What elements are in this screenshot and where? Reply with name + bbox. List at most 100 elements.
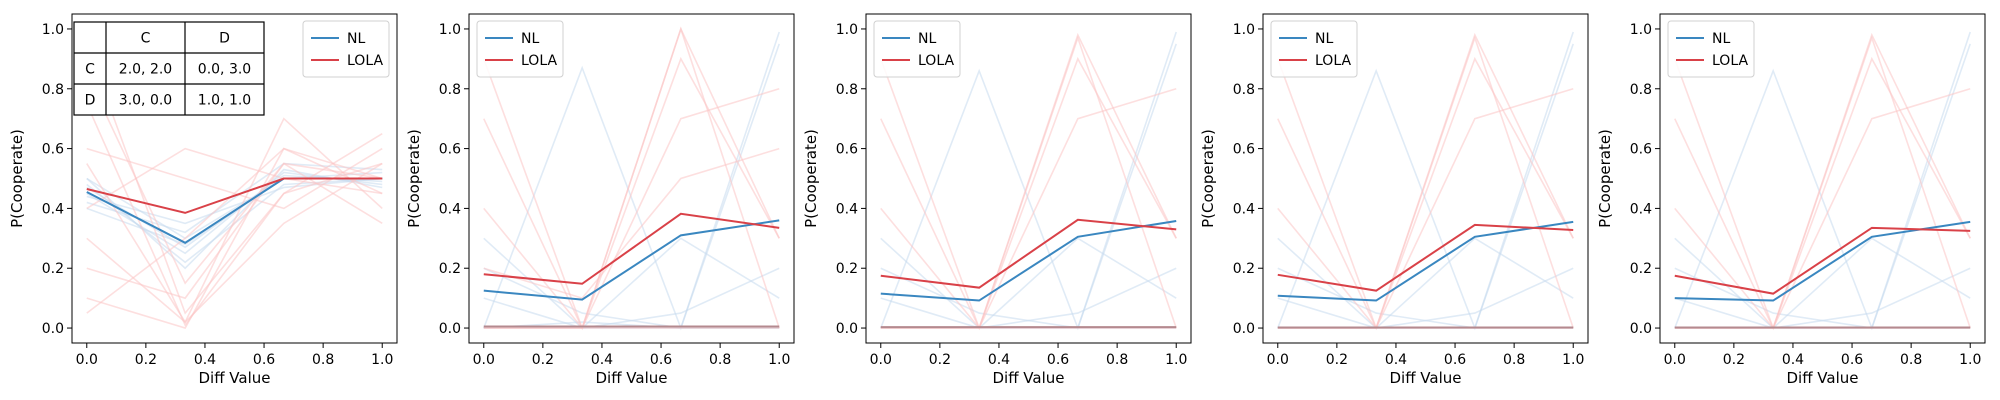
chart-panel-3: 0.0 0.2 0.4 0.6 0.8 1.0 0.0 0.2 0.4 0.6 0.8 1.0 Diff… (802, 13, 1192, 387)
faint-line-lola-8 (86, 162, 383, 324)
y-tick-label: 0.2 (1233, 261, 1255, 277)
y-axis-label: P(Cooperate) (405, 129, 423, 228)
x-tick-label: 0.6 (253, 352, 275, 368)
lola-mean-line (86, 177, 383, 214)
x-tick-label: 0.6 (650, 352, 672, 368)
legend-label-nl: NL (521, 31, 539, 47)
y-tick-label: 0.0 (42, 321, 64, 337)
x-tick-label: 1.0 (371, 352, 393, 368)
table-row-header: C (85, 62, 95, 78)
legend-label-nl: NL (1315, 31, 1333, 47)
x-tick-label: 1.0 (1959, 352, 1981, 368)
faint-line-nl-4 (483, 267, 780, 329)
x-tick-label: 1.0 (1165, 352, 1187, 368)
x-axis-label: Diff Value (992, 369, 1064, 387)
x-tick-label: 0.2 (1723, 352, 1745, 368)
chart-panel-4: 0.0 0.2 0.4 0.6 0.8 1.0 0.0 0.2 0.4 0.6 0.8 1.0 Diff… (1199, 13, 1589, 387)
x-tick-label: 0.4 (988, 352, 1010, 368)
y-tick-label: 1.0 (1630, 22, 1652, 38)
table-col-header: D (219, 31, 230, 47)
y-tick-label: 1.0 (439, 22, 461, 38)
x-tick-label: 0.4 (1782, 352, 1804, 368)
lola-mean-line (1277, 223, 1574, 292)
faint-line-lola-4 (483, 58, 780, 329)
y-tick-label: 0.6 (1630, 142, 1652, 158)
faint-line-lola-5 (86, 162, 383, 300)
x-tick-label: 0.4 (194, 352, 216, 368)
plot-frame (1659, 13, 1986, 344)
legend-label-nl: NL (918, 31, 936, 47)
y-tick-label: 1.0 (836, 22, 858, 38)
x-tick-label: 0.4 (1385, 352, 1407, 368)
x-tick-label: 0.8 (1106, 352, 1128, 368)
legend-label-nl: NL (1712, 31, 1730, 47)
faint-line-lola-3 (1277, 88, 1574, 330)
y-tick-label: 0.8 (836, 82, 858, 98)
faint-line-nl-4 (1674, 267, 1971, 329)
plot-frame (865, 13, 1192, 344)
faint-line-nl-4 (880, 267, 1177, 329)
lola-mean-line (1674, 226, 1971, 295)
x-tick-label: 0.4 (591, 352, 613, 368)
legend: NL LOLA (1270, 20, 1358, 78)
y-axis-label: P(Cooperate) (1199, 129, 1217, 228)
chart-panel-5: 0.0 0.2 0.4 0.6 0.8 1.0 0.0 0.2 0.4 0.6 0.8 1.0 Diff… (1596, 13, 1986, 387)
y-axis-label: P(Cooperate) (8, 129, 26, 228)
faint-line-nl-7 (86, 177, 383, 225)
y-tick-label: 0.0 (1233, 321, 1255, 337)
x-tick-label: 0.0 (870, 352, 892, 368)
legend-label-lola: LOLA (347, 53, 383, 69)
y-tick-label: 0.8 (439, 82, 461, 98)
faint-line-nl-5 (1674, 237, 1971, 329)
y-tick-label: 0.0 (1630, 321, 1652, 337)
faint-line-nl-2 (1674, 43, 1971, 329)
legend-box (1270, 20, 1358, 78)
legend-label-lola: LOLA (1315, 53, 1351, 69)
x-tick-label: 0.8 (1503, 352, 1525, 368)
faint-line-nl-2 (880, 43, 1177, 329)
faint-line-lola-3 (483, 88, 780, 330)
chart-panel-2: 0.0 0.2 0.4 0.6 0.8 1.0 0.0 0.2 0.4 0.6 0.8 1.0 Diff… (405, 13, 795, 387)
y-tick-label: 1.0 (42, 22, 64, 38)
faint-line-nl-3 (880, 267, 1177, 329)
faint-line-lola-2 (880, 35, 1177, 329)
lola-mean-line (880, 218, 1177, 289)
faint-line-lola-7 (86, 147, 383, 314)
faint-line-nl-5 (483, 237, 780, 329)
payoff-table: C DC 2.0, 2.0 0.0, 3.0D 3.0, 0.0 1.0, 1.0 (73, 21, 265, 116)
faint-line-lola-3 (880, 88, 1177, 330)
table-cell: 1.0, 1.0 (198, 93, 251, 109)
x-tick-label: 0.6 (1444, 352, 1466, 368)
x-tick-label: 0.8 (1900, 352, 1922, 368)
legend: NL LOLA (873, 20, 961, 78)
faint-line-nl-1 (1674, 31, 1971, 331)
x-axis-label: Diff Value (198, 369, 270, 387)
x-tick-label: 1.0 (1562, 352, 1584, 368)
table-cell: 0.0, 3.0 (198, 62, 251, 78)
legend-box (1667, 20, 1755, 78)
x-tick-label: 0.2 (929, 352, 951, 368)
y-tick-label: 0.6 (1233, 142, 1255, 158)
y-tick-label: 0.2 (836, 261, 858, 277)
y-axis-label: P(Cooperate) (802, 129, 820, 228)
legend-label-lola: LOLA (1712, 53, 1748, 69)
faint-line-nl-5 (880, 237, 1177, 329)
nl-mean-line (86, 177, 383, 244)
faint-line-lola-3 (1674, 88, 1971, 330)
y-tick-label: 0.2 (42, 261, 64, 277)
faint-line-nl-2 (86, 171, 383, 255)
y-tick-label: 0.2 (439, 261, 461, 277)
y-tick-label: 0.4 (1630, 201, 1652, 217)
nl-mean-line (1277, 220, 1574, 302)
faint-line-nl-1 (1277, 31, 1574, 331)
x-tick-label: 0.2 (1326, 352, 1348, 368)
legend-box (476, 20, 564, 78)
x-tick-label: 0.0 (76, 352, 98, 368)
x-tick-label: 0.8 (312, 352, 334, 368)
plot-frame (1262, 13, 1589, 344)
y-tick-label: 0.4 (1233, 201, 1255, 217)
lola-mean-line (483, 212, 780, 285)
faint-line-nl-1 (880, 31, 1177, 331)
x-tick-label: 0.0 (473, 352, 495, 368)
